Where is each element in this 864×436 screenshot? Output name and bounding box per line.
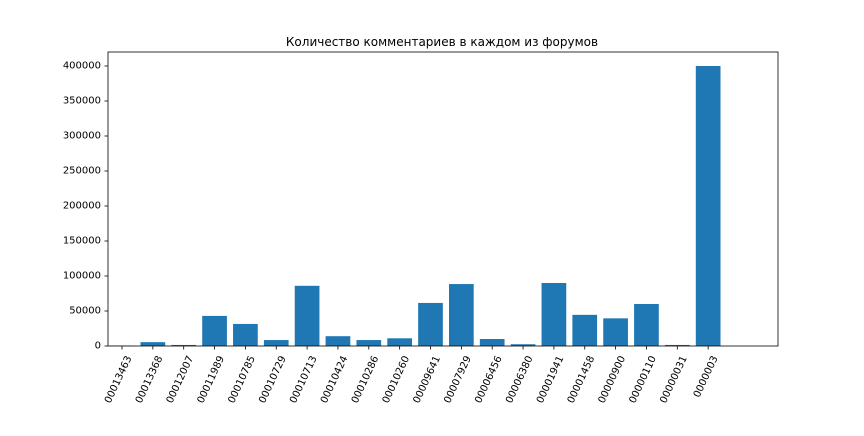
bar-00006456 [480,339,505,346]
x-tick-label: 00010424 [319,354,350,405]
x-tick-label: 00010785 [226,354,257,405]
bar-00010785 [233,324,258,346]
y-tick-label: 0 [95,341,101,352]
bar-00007929 [449,284,474,346]
plot-frame [108,52,778,346]
y-axis: 0 50000 100000 150000 200000 250000 300000 3500… [63,61,108,352]
x-tick-label: 00000110 [627,354,658,405]
x-tick-label: 00010260 [381,354,412,405]
x-tick-label: 00001458 [566,354,597,405]
x-tick-label: 00009641 [412,354,443,405]
x-tick-label: 00000900 [597,354,628,405]
chart-title: Количество комментариев в каждом из фору… [286,35,598,49]
bar-00010286 [356,340,381,346]
x-tick-label: 00010729 [257,354,288,405]
x-tick-label: 00013368 [134,354,165,405]
bar-00010424 [326,336,351,346]
x-tick-label: 0000003 [692,354,721,399]
y-tick-label: 150000 [63,236,101,247]
bar-00000110 [634,304,659,346]
bars-layer [110,66,721,346]
x-tick-label: 00012007 [165,354,196,405]
y-tick-label: 300000 [63,131,101,142]
bar-00001458 [572,315,597,346]
bar-00010729 [264,340,289,346]
y-tick-label: 100000 [63,271,101,282]
y-tick-label: 350000 [63,96,101,107]
bar-00000900 [603,318,628,346]
y-tick-label: 400000 [63,61,101,72]
x-tick-label: 00000031 [658,354,689,405]
x-tick-label: 00006456 [473,354,504,405]
y-tick-label: 250000 [63,166,101,177]
bar-00010713 [295,286,320,346]
bar-00010260 [387,338,412,346]
x-tick-label: 00010713 [288,354,319,405]
x-tick-label: 00006380 [504,354,535,405]
x-tick-label: 00010286 [350,354,381,405]
y-tick-label: 200000 [63,201,101,212]
bar-00011989 [202,316,227,346]
x-tick-label: 00011989 [196,354,227,405]
x-tick-label: 00007929 [442,354,473,405]
bar-00001941 [542,283,567,346]
x-tick-label: 00001941 [535,354,566,405]
bar-00013368 [141,342,166,346]
x-tick-label: 00013463 [103,354,134,405]
bar-0000003 [696,66,721,346]
y-tick-label: 50000 [69,306,101,317]
bar-00009641 [418,303,443,346]
